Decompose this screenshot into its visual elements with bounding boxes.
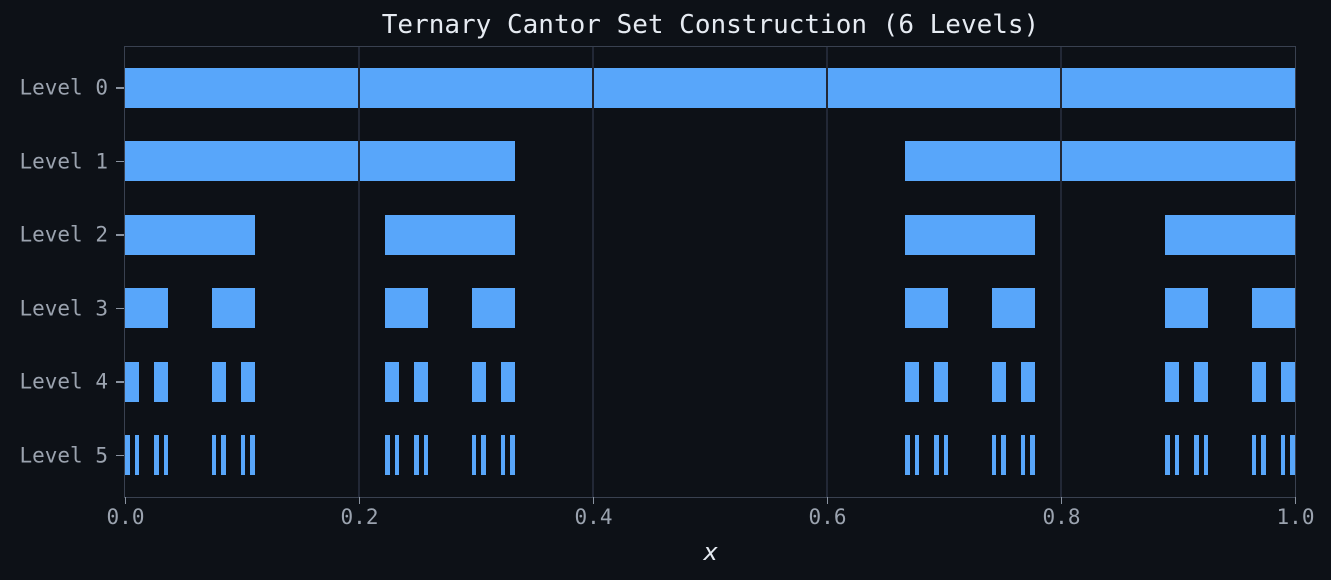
cantor-interval-bar xyxy=(1280,361,1295,402)
x-tick-label: 0.8 xyxy=(1042,505,1081,529)
cantor-interval-bar xyxy=(423,435,429,475)
cantor-interval-bar xyxy=(384,288,429,328)
cantor-interval-bar xyxy=(1290,435,1295,475)
y-tick-mark xyxy=(116,234,124,236)
cantor-interval-bar xyxy=(471,288,515,328)
cantor-interval-bar xyxy=(413,361,429,402)
cantor-interval-bar xyxy=(250,435,255,475)
x-tick-label: 0.4 xyxy=(574,505,613,529)
cantor-interval-bar xyxy=(211,288,255,328)
cantor-interval-bar xyxy=(163,435,169,475)
cantor-interval-bar xyxy=(510,435,515,475)
cantor-interval-bar xyxy=(153,361,169,402)
cantor-interval-bar xyxy=(500,435,506,475)
cantor-interval-bar xyxy=(1174,435,1180,475)
cantor-interval-bar xyxy=(153,435,159,475)
x-gridline xyxy=(1060,46,1062,497)
cantor-interval-bar xyxy=(394,435,400,475)
x-gridline xyxy=(358,46,360,497)
cantor-interval-bar xyxy=(991,435,997,475)
cantor-interval-bar xyxy=(1165,435,1170,475)
cantor-interval-bar xyxy=(991,288,1035,328)
cantor-interval-bar xyxy=(125,361,140,402)
cantor-interval-bar xyxy=(991,361,1007,402)
y-tick-mark xyxy=(116,160,124,163)
cantor-interval-bar xyxy=(1165,361,1180,402)
x-axis-label: x xyxy=(703,538,718,566)
y-tick-label: Level 2 xyxy=(19,222,108,247)
cantor-interval-bar xyxy=(933,361,949,402)
cantor-interval-bar xyxy=(905,435,910,475)
cantor-interval-bar xyxy=(1193,435,1199,475)
cantor-interval-bar xyxy=(1030,435,1035,475)
x-tick-mark xyxy=(1060,497,1063,504)
cantor-interval-bar xyxy=(905,288,949,328)
cantor-interval-bar xyxy=(240,361,255,402)
cantor-interval-bar xyxy=(1020,361,1035,402)
x-tick-label: 1.0 xyxy=(1276,505,1315,529)
cantor-interval-bar xyxy=(914,435,920,475)
cantor-interval-bar xyxy=(221,435,227,475)
cantor-interval-bar xyxy=(125,435,130,475)
x-tick-label: 0.0 xyxy=(106,505,145,529)
cantor-interval-bar xyxy=(125,141,515,181)
cantor-interval-bar xyxy=(1203,435,1209,475)
y-tick-mark xyxy=(116,381,124,383)
cantor-interval-bar xyxy=(1193,361,1209,402)
chart-title: Ternary Cantor Set Construction (6 Level… xyxy=(381,10,1040,40)
cantor-interval-bar xyxy=(471,435,477,475)
x-gridline xyxy=(592,46,594,497)
cantor-interval-bar xyxy=(943,435,949,475)
cantor-interval-bar xyxy=(134,435,140,475)
cantor-interval-bar xyxy=(471,361,487,402)
cantor-interval-bar xyxy=(1020,435,1026,475)
y-tick-label: Level 3 xyxy=(19,296,108,321)
cantor-interval-bar xyxy=(481,435,487,475)
y-tick-mark xyxy=(116,87,124,89)
cantor-interval-bar xyxy=(1165,214,1295,255)
cantor-interval-bar xyxy=(384,361,400,402)
y-tick-label: Level 0 xyxy=(19,75,108,100)
cantor-interval-bar xyxy=(211,361,227,402)
x-tick-mark xyxy=(592,497,595,504)
cantor-interval-bar xyxy=(125,214,255,255)
x-tick-mark xyxy=(826,497,829,504)
cantor-interval-bar xyxy=(1001,435,1007,475)
cantor-interval-bar xyxy=(905,214,1035,255)
y-tick-label: Level 5 xyxy=(19,443,108,468)
cantor-interval-bar xyxy=(384,214,515,255)
plot-area xyxy=(124,45,1296,498)
cantor-interval-bar xyxy=(125,67,1295,108)
cantor-interval-bar xyxy=(933,435,939,475)
cantor-interval-bar xyxy=(1251,288,1295,328)
cantor-interval-bar xyxy=(1251,435,1257,475)
x-tick-mark xyxy=(124,497,127,504)
x-tick-mark xyxy=(1294,497,1297,504)
y-tick-mark xyxy=(116,307,124,310)
cantor-interval-bar xyxy=(240,435,246,475)
cantor-interval-bar xyxy=(1165,288,1209,328)
cantor-interval-bar xyxy=(1280,435,1286,475)
cantor-interval-bar xyxy=(413,435,419,475)
cantor-interval-bar xyxy=(211,435,217,475)
cantor-interval-bar xyxy=(1261,435,1267,475)
y-tick-label: Level 1 xyxy=(19,149,108,174)
x-tick-label: 0.2 xyxy=(340,505,379,529)
cantor-interval-bar xyxy=(1251,361,1267,402)
cantor-interval-bar xyxy=(384,435,390,475)
cantor-interval-bar xyxy=(125,288,169,328)
x-gridline xyxy=(826,46,828,497)
y-tick-label: Level 4 xyxy=(19,369,108,394)
x-tick-mark xyxy=(358,497,361,504)
x-tick-label: 0.6 xyxy=(808,505,847,529)
y-tick-mark xyxy=(116,454,124,457)
cantor-interval-bar xyxy=(500,361,515,402)
cantor-interval-bar xyxy=(905,361,920,402)
cantor-interval-bar xyxy=(905,141,1295,181)
